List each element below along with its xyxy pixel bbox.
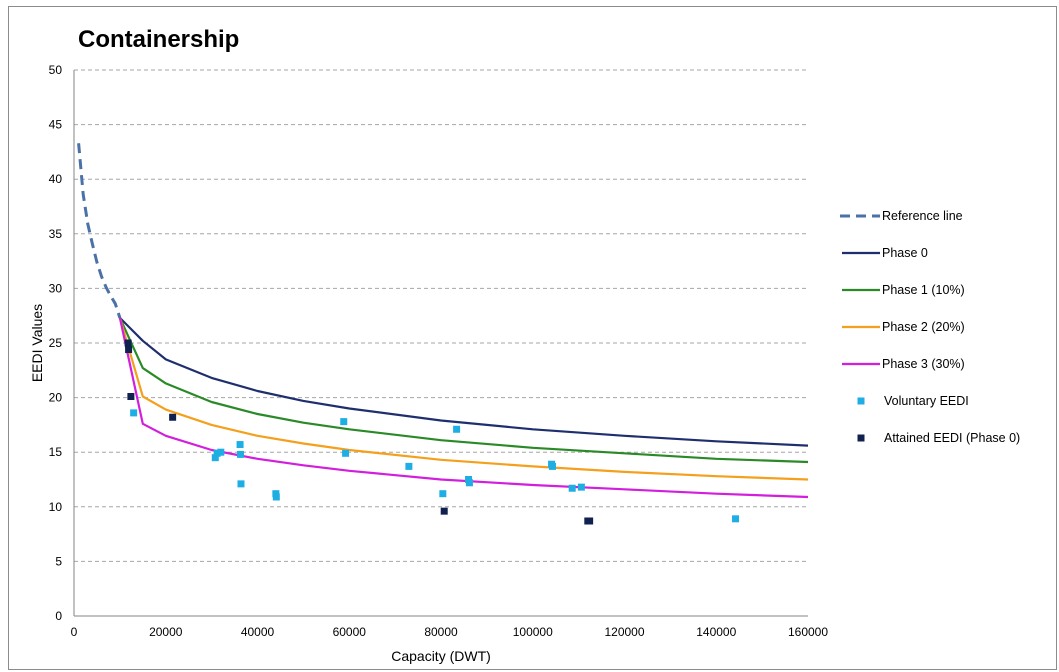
data-point	[237, 450, 245, 458]
y-tick-label: 50	[49, 63, 63, 77]
legend-item-3: Phase 2 (20%)	[836, 317, 1051, 337]
chart-frame	[8, 6, 1057, 670]
data-point	[236, 441, 244, 449]
y-tick-label: 40	[49, 172, 63, 186]
data-point	[130, 409, 138, 417]
legend-label: Reference line	[882, 209, 963, 223]
gridlines	[74, 69, 808, 562]
legend-label: Phase 3 (30%)	[882, 357, 965, 371]
points-layer	[124, 339, 740, 525]
legend-marker	[857, 434, 865, 442]
legend-item-4: Phase 3 (30%)	[836, 354, 1051, 374]
data-point	[213, 449, 221, 457]
data-point	[127, 393, 135, 401]
x-tick-label: 140000	[696, 625, 736, 639]
x-tick-label: 120000	[604, 625, 644, 639]
data-point	[732, 515, 740, 523]
y-tick-label: 15	[49, 445, 63, 459]
x-tick-label: 160000	[788, 625, 828, 639]
axes: 0 5 10 15 20 25 30 35 40 45 50 0 20000 40000 60000 8000…	[49, 63, 829, 639]
legend-item-6: Attained EEDI (Phase 0)	[836, 428, 1051, 448]
data-point	[453, 425, 461, 433]
data-point	[124, 339, 132, 347]
legend-label: Phase 0	[882, 246, 928, 260]
legend-swatch	[857, 397, 865, 405]
legend-label: Phase 2 (20%)	[882, 320, 965, 334]
legend-swatch	[842, 288, 880, 292]
series-line-2	[118, 317, 809, 464]
series-line-1	[119, 317, 809, 447]
data-point	[439, 490, 447, 498]
data-point	[568, 484, 576, 492]
data-point	[237, 480, 245, 488]
data-point	[465, 479, 473, 487]
data-point	[548, 462, 556, 470]
legend-label: Attained EEDI (Phase 0)	[884, 431, 1021, 445]
y-tick-label: 35	[49, 227, 63, 241]
series-line-3	[118, 317, 809, 481]
legend-swatch	[842, 251, 880, 255]
data-point	[577, 483, 585, 491]
data-point	[342, 449, 350, 457]
y-tick-label: 30	[49, 281, 63, 295]
legend-item-0: Reference line	[836, 206, 1051, 226]
series-line-0	[77, 143, 122, 319]
x-tick-label: 20000	[149, 625, 183, 639]
chart-title: Containership	[78, 26, 240, 53]
data-point	[217, 448, 225, 456]
y-tick-label: 10	[49, 500, 63, 514]
legend-item-1: Phase 0	[836, 243, 1051, 263]
x-tick-label: 60000	[333, 625, 367, 639]
data-point	[272, 493, 280, 501]
legend-item-5: Voluntary EEDI	[836, 391, 1051, 411]
data-point	[340, 418, 348, 426]
data-point	[125, 346, 133, 354]
data-point	[440, 507, 448, 515]
x-tick-label: 100000	[513, 625, 553, 639]
data-point	[586, 517, 594, 525]
data-point	[405, 462, 413, 470]
legend-swatch	[842, 325, 880, 329]
x-tick-label: 0	[71, 625, 78, 639]
x-axis-title: Capacity (DWT)	[391, 648, 491, 664]
data-point	[169, 413, 177, 421]
legend-swatch	[857, 434, 865, 442]
y-tick-label: 5	[55, 554, 62, 568]
legend-swatch	[840, 214, 880, 218]
legend-item-2: Phase 1 (10%)	[836, 280, 1051, 300]
legend-label: Phase 1 (10%)	[882, 283, 965, 297]
y-tick-label: 20	[49, 391, 63, 405]
data-point	[211, 454, 219, 462]
series-line-4	[118, 317, 809, 499]
legend-swatch	[842, 362, 880, 366]
series-layer	[77, 143, 809, 499]
y-tick-label: 45	[49, 118, 63, 132]
y-tick-label: 25	[49, 336, 63, 350]
legend-label: Voluntary EEDI	[884, 394, 969, 408]
x-tick-label: 80000	[424, 625, 458, 639]
legend-marker	[857, 397, 865, 405]
y-axis-title: EEDI Values	[29, 304, 45, 382]
x-tick-label: 40000	[241, 625, 275, 639]
y-tick-label: 0	[55, 609, 62, 623]
